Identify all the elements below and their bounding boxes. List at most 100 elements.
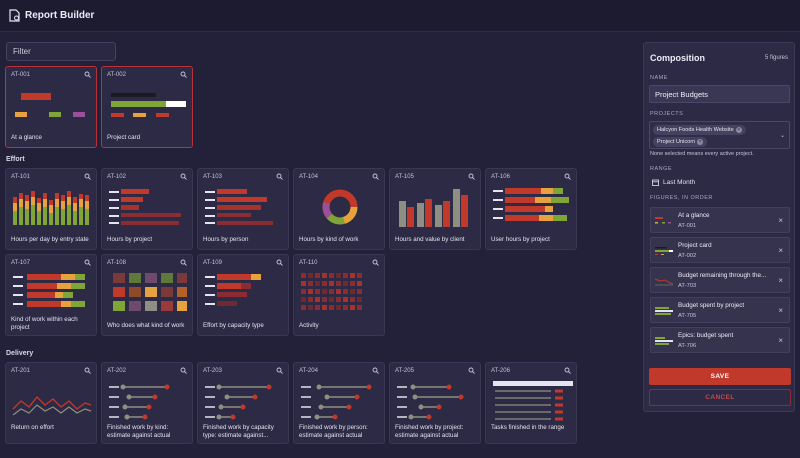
chevron-down-icon[interactable]: ⌄ [779, 133, 785, 139]
figure-item[interactable]: Budget remaining through the... AT-703 × [650, 267, 790, 293]
zoom-icon[interactable] [84, 259, 91, 266]
card-at-204[interactable]: AT-204 Finished work by person: estimate… [293, 362, 385, 444]
zoom-icon[interactable] [84, 367, 91, 374]
close-icon[interactable]: × [778, 276, 783, 285]
zoom-icon[interactable] [468, 173, 475, 180]
remove-chip-icon[interactable]: × [697, 139, 704, 145]
card-id: AT-107 [11, 260, 30, 266]
card-at-101[interactable]: AT-101 Hours per day by entry state [5, 168, 97, 250]
card-thumbnail [109, 384, 170, 420]
zoom-icon[interactable] [564, 173, 571, 180]
card-id: AT-204 [299, 368, 318, 374]
card-id: AT-101 [11, 174, 30, 180]
range-label: RANGE [650, 166, 673, 172]
project-chip[interactable]: Project Unicorn × [653, 137, 708, 147]
zoom-icon[interactable] [276, 367, 283, 374]
figure-title: At a glance [678, 212, 710, 219]
card-id: AT-105 [395, 174, 414, 180]
close-icon[interactable]: × [778, 246, 783, 255]
name-field[interactable]: Project Budgets [649, 85, 790, 103]
card-thumbnail [13, 274, 85, 307]
remove-chip-icon[interactable]: × [735, 127, 742, 133]
project-chip[interactable]: Halcyon Foods Health Website × [653, 125, 746, 135]
card-thumbnail [109, 189, 181, 225]
zoom-icon[interactable] [372, 173, 379, 180]
card-thumbnail [205, 384, 272, 420]
card-id: AT-201 [11, 368, 30, 374]
card-name: Finished work by person: estimate agains… [299, 424, 368, 439]
zoom-icon[interactable] [180, 71, 187, 78]
card-name: Who does what kind of work [107, 322, 185, 329]
card-at-206[interactable]: AT-206 Tasks finished in the range [485, 362, 577, 444]
figure-item[interactable]: At a glance AT-001 × [650, 207, 790, 233]
card-at-201[interactable]: AT-201 Return on effort [5, 362, 97, 444]
card-name: Project card [107, 134, 141, 141]
card-at-205[interactable]: AT-205 Finished work by project: estimat… [389, 362, 481, 444]
card-at-102[interactable]: AT-102 Hours by project [101, 168, 193, 250]
figure-id: AT-001 [678, 223, 697, 229]
card-id: AT-103 [203, 174, 222, 180]
zoom-icon[interactable] [180, 367, 187, 374]
close-icon[interactable]: × [778, 306, 783, 315]
card-at-202[interactable]: AT-202 Finished work by kind: estimate a… [101, 362, 193, 444]
filter-input[interactable] [6, 42, 116, 61]
range-select[interactable]: Last Month [652, 179, 695, 186]
close-icon[interactable]: × [778, 216, 783, 225]
zoom-icon[interactable] [468, 367, 475, 374]
card-id: AT-104 [299, 174, 318, 180]
zoom-icon[interactable] [180, 259, 187, 266]
card-name: Return on effort [11, 424, 54, 431]
card-name: User hours by project [491, 236, 550, 243]
figure-item[interactable]: Project card AT-002 × [650, 237, 790, 263]
card-at-104[interactable]: AT-104 Hours by kind of work [293, 168, 385, 250]
card-at-002[interactable]: AT-002 Project card [101, 66, 193, 148]
section-delivery: Delivery [6, 350, 34, 357]
zoom-icon[interactable] [564, 367, 571, 374]
card-at-110[interactable]: AT-110 Activity [293, 254, 385, 336]
cancel-button[interactable]: CANCEL [649, 389, 791, 406]
card-id: AT-205 [395, 368, 414, 374]
zoom-icon[interactable] [180, 173, 187, 180]
project-chip-label: Halcyon Foods Health Website [657, 127, 734, 133]
projects-hint: None selected means every active project… [650, 151, 754, 157]
card-at-105[interactable]: AT-105 Hours and value by client [389, 168, 481, 250]
card-at-001[interactable]: AT-001 At a glance [5, 66, 97, 148]
card-at-103[interactable]: AT-103 Hours by person [197, 168, 289, 250]
card-thumbnail [15, 93, 85, 117]
card-id: AT-106 [491, 174, 510, 180]
composition-panel: Composition 5 figures NAME Project Budge… [643, 42, 795, 412]
card-name: Finished work by kind: estimate against … [107, 424, 171, 439]
figure-thumbnail [655, 337, 673, 345]
zoom-icon[interactable] [372, 259, 379, 266]
figures-label: FIGURES, IN ORDER [650, 195, 713, 201]
card-name: Finished work by capacity type: estimate… [203, 424, 274, 439]
card-at-109[interactable]: AT-109 Effort by capacity type [197, 254, 289, 336]
card-thumbnail [397, 384, 464, 420]
zoom-icon[interactable] [84, 173, 91, 180]
zoom-icon[interactable] [276, 259, 283, 266]
card-id: AT-202 [107, 368, 126, 374]
card-name: At a glance [11, 134, 42, 141]
card-id: AT-109 [203, 260, 222, 266]
zoom-icon[interactable] [372, 367, 379, 374]
projects-label: PROJECTS [650, 111, 684, 117]
card-name: Tasks finished in the range [491, 424, 565, 431]
zoom-icon[interactable] [84, 71, 91, 78]
card-at-106[interactable]: AT-106 User hours by project [485, 168, 577, 250]
card-at-108[interactable]: AT-108 Who does what kind of work [101, 254, 193, 336]
save-button[interactable]: SAVE [649, 368, 791, 385]
close-icon[interactable]: × [778, 336, 783, 345]
card-id: AT-001 [11, 72, 30, 78]
figure-item[interactable]: Epics: budget spent AT-706 × [650, 327, 790, 353]
card-name: Hours by kind of work [299, 236, 359, 243]
composition-title: Composition [650, 53, 705, 63]
figure-id: AT-703 [678, 283, 697, 289]
zoom-icon[interactable] [276, 173, 283, 180]
projects-select[interactable]: Halcyon Foods Health Website × Project Un… [649, 121, 790, 149]
figure-item[interactable]: Budget spent by project AT-705 × [650, 297, 790, 323]
document-icon [9, 9, 20, 22]
card-thumbnail [493, 381, 573, 421]
card-at-203[interactable]: AT-203 Finished work by capacity type: e… [197, 362, 289, 444]
card-at-107[interactable]: AT-107 Kind of work within each project [5, 254, 97, 336]
card-thumbnail [12, 395, 92, 416]
